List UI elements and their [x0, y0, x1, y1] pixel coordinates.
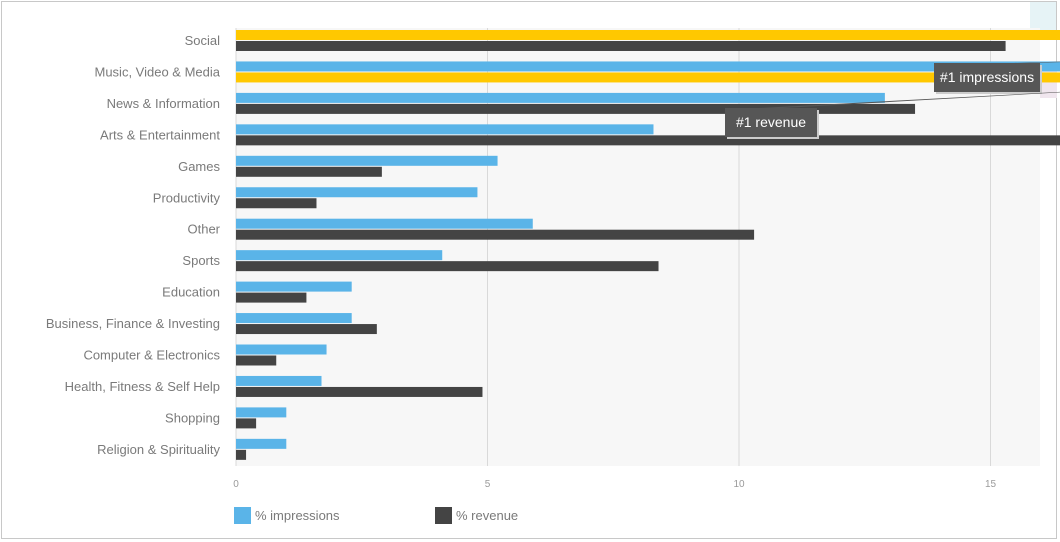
- bar-impressions: [236, 375, 322, 386]
- category-label: Productivity: [153, 190, 221, 205]
- bar-revenue: [236, 198, 317, 209]
- bar-revenue: [236, 449, 247, 460]
- bar-revenue: [236, 355, 277, 366]
- category-label: Social: [185, 33, 221, 48]
- category-label: News & Information: [107, 96, 220, 111]
- bar-impressions: [236, 92, 885, 103]
- category-label: Shopping: [165, 410, 220, 425]
- bar-revenue: [236, 418, 257, 429]
- category-label: Computer & Electronics: [83, 348, 220, 363]
- bar-impressions: [236, 313, 352, 324]
- bar-revenue: [236, 135, 1060, 146]
- bar-revenue: [236, 386, 483, 397]
- category-label: Music, Video & Media: [95, 64, 221, 79]
- callout-box: [725, 108, 817, 137]
- legend-label-impressions: % impressions: [255, 508, 340, 523]
- callout-label: #1 impressions: [940, 69, 1034, 85]
- category-label: Arts & Entertainment: [100, 127, 220, 142]
- bar-revenue: [236, 261, 659, 272]
- legend-item-impressions: % impressions: [234, 507, 340, 524]
- bar-impressions: [236, 250, 443, 261]
- callout-pointer: [759, 91, 1060, 108]
- legend-item-revenue: % revenue: [435, 507, 518, 524]
- x-tick-label: 10: [733, 479, 745, 490]
- category-label: Business, Finance & Investing: [46, 316, 220, 331]
- bar-impressions: [236, 155, 498, 166]
- bar-impressions: [236, 61, 1060, 72]
- callout: #1 revenue: [725, 91, 1060, 139]
- bar-impressions: [236, 218, 533, 229]
- bar-impressions: [236, 124, 654, 135]
- bar-revenue: [236, 166, 382, 177]
- bar-impressions: [236, 281, 352, 292]
- bar-impressions: [236, 344, 327, 355]
- decorative-corner-block: [1030, 2, 1056, 32]
- callout-box: [934, 63, 1040, 92]
- callout: #1 impressions: [934, 61, 1060, 94]
- bar-revenue: [236, 229, 755, 240]
- category-label: Games: [178, 159, 220, 174]
- category-label: Sports: [182, 253, 220, 268]
- legend-label-revenue: % revenue: [456, 508, 519, 523]
- bar-revenue: [236, 292, 307, 303]
- bar-revenue: [236, 324, 377, 335]
- category-label: Health, Fitness & Self Help: [65, 379, 220, 394]
- bar-revenue: [236, 72, 1060, 83]
- x-tick-label: 5: [485, 479, 491, 490]
- category-label: Religion & Spirituality: [97, 442, 220, 457]
- bar-impressions: [236, 407, 287, 418]
- category-label: Other: [187, 222, 220, 237]
- x-tick-label: 0: [233, 479, 239, 490]
- bar-revenue: [236, 41, 1006, 51]
- x-tick-label: 15: [985, 479, 997, 490]
- bar-impressions: [236, 187, 478, 198]
- callout-label: #1 revenue: [736, 114, 806, 130]
- bar-impressions: [236, 30, 1060, 40]
- callout-pointer: [1014, 61, 1060, 63]
- legend-swatch-impressions: [234, 507, 251, 524]
- category-label: Education: [162, 285, 220, 300]
- bar-impressions: [236, 438, 287, 449]
- legend-swatch-revenue: [435, 507, 452, 524]
- bar-revenue: [236, 103, 916, 114]
